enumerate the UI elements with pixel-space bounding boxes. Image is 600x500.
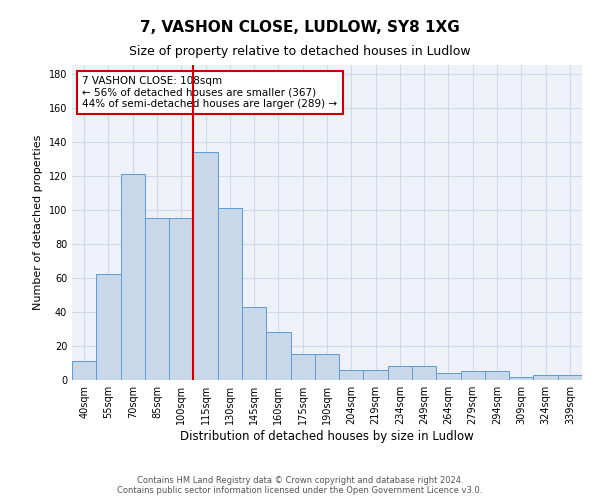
- Bar: [96, 274, 121, 380]
- Y-axis label: Number of detached properties: Number of detached properties: [33, 135, 43, 310]
- Bar: [145, 218, 169, 380]
- Bar: [533, 375, 558, 380]
- Bar: [339, 370, 364, 380]
- Bar: [242, 307, 266, 380]
- Bar: [388, 366, 412, 380]
- Bar: [72, 362, 96, 380]
- Bar: [315, 354, 339, 380]
- Bar: [485, 372, 509, 380]
- Text: Contains HM Land Registry data © Crown copyright and database right 2024.
Contai: Contains HM Land Registry data © Crown c…: [118, 476, 482, 495]
- Bar: [218, 208, 242, 380]
- Text: 7 VASHON CLOSE: 108sqm
← 56% of detached houses are smaller (367)
44% of semi-de: 7 VASHON CLOSE: 108sqm ← 56% of detached…: [82, 76, 337, 109]
- Text: 7, VASHON CLOSE, LUDLOW, SY8 1XG: 7, VASHON CLOSE, LUDLOW, SY8 1XG: [140, 20, 460, 35]
- Bar: [266, 332, 290, 380]
- X-axis label: Distribution of detached houses by size in Ludlow: Distribution of detached houses by size …: [180, 430, 474, 443]
- Bar: [412, 366, 436, 380]
- Bar: [193, 152, 218, 380]
- Bar: [558, 375, 582, 380]
- Bar: [461, 372, 485, 380]
- Bar: [509, 376, 533, 380]
- Bar: [436, 373, 461, 380]
- Bar: [364, 370, 388, 380]
- Text: Size of property relative to detached houses in Ludlow: Size of property relative to detached ho…: [129, 45, 471, 58]
- Bar: [290, 354, 315, 380]
- Bar: [169, 218, 193, 380]
- Bar: [121, 174, 145, 380]
